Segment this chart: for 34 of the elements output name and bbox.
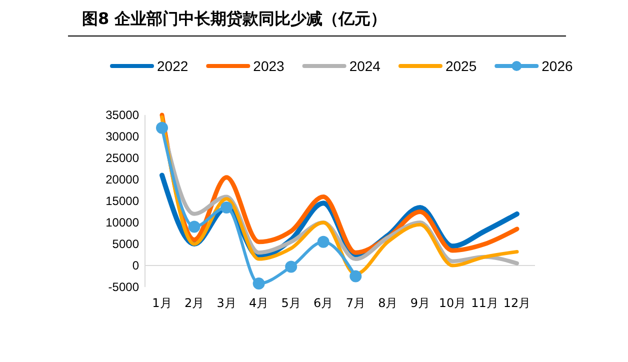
y-tick-label: 35000 bbox=[106, 108, 140, 122]
y-tick-label: 0 bbox=[132, 258, 140, 272]
point bbox=[188, 220, 200, 233]
y-tick-label: 30000 bbox=[106, 129, 140, 144]
point bbox=[285, 260, 298, 273]
x-tick-label: 9月 bbox=[410, 296, 430, 310]
x-tick-label: 3月 bbox=[216, 296, 236, 310]
x-tick-label: 6月 bbox=[314, 296, 334, 310]
y-tick-label: 25000 bbox=[106, 150, 140, 165]
point bbox=[252, 278, 265, 290]
legend-label: 2023 bbox=[253, 58, 285, 74]
x-tick-label: 8月 bbox=[378, 296, 398, 310]
x-tick-label: 7月 bbox=[346, 296, 366, 310]
y-tick-label: 15000 bbox=[106, 194, 140, 208]
y-tick-label: 20000 bbox=[106, 172, 140, 186]
x-tick-label: 2月 bbox=[184, 296, 204, 310]
point bbox=[220, 201, 233, 214]
x-tick-label: 1月 bbox=[152, 296, 172, 310]
x-tick-label: 4月 bbox=[249, 296, 269, 310]
point bbox=[350, 270, 362, 282]
point bbox=[317, 236, 330, 248]
legend-label: 2026 bbox=[542, 58, 573, 74]
y-tick-label: 5000 bbox=[112, 236, 140, 251]
x-tick-label: 10月 bbox=[438, 296, 466, 310]
x-tick-label: 11月 bbox=[471, 296, 498, 310]
x-tick-label: 5月 bbox=[281, 296, 301, 310]
x-tick-label: 12月 bbox=[503, 296, 531, 310]
legend-label: 2022 bbox=[157, 58, 188, 74]
y-tick-label: 10000 bbox=[106, 215, 140, 230]
legend-label: 2025 bbox=[445, 58, 477, 74]
y-tick-label: -5000 bbox=[108, 280, 140, 294]
chart-title: 图8 企业部门中长期贷款同比少减（亿元） bbox=[82, 9, 387, 28]
point bbox=[156, 122, 168, 134]
legend-label: 2024 bbox=[349, 58, 381, 74]
